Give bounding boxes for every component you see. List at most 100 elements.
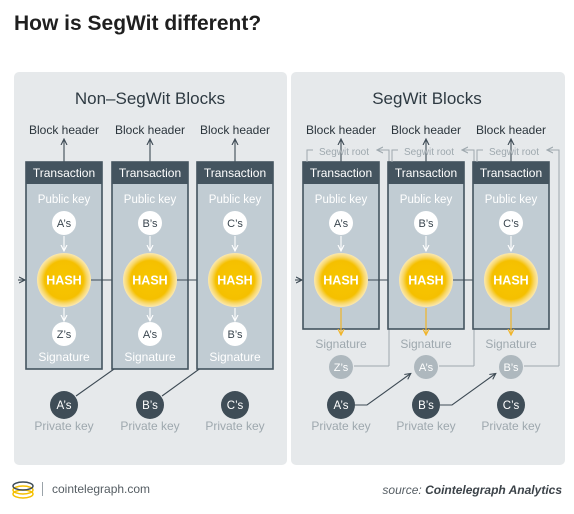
public-key-badge-label: B’s bbox=[418, 218, 434, 230]
public-key-badge bbox=[52, 211, 76, 235]
signature-label: Signature bbox=[209, 350, 261, 364]
private-key-badge bbox=[221, 391, 249, 419]
transaction-column: Block header Transaction Public key B’s HASH… bbox=[387, 123, 495, 433]
signature-badge-label: A’s bbox=[419, 362, 434, 374]
source-name: Cointelegraph Analytics bbox=[425, 483, 562, 497]
panel-heading: SegWit Blocks bbox=[372, 89, 482, 108]
public-key-label: Public key bbox=[315, 194, 368, 206]
page-title: How is SegWit different? bbox=[14, 12, 262, 35]
hash-label: HASH bbox=[493, 274, 528, 288]
segwit-root-connector bbox=[306, 149, 313, 162]
signature-badge-label: B’s bbox=[227, 329, 243, 341]
signing-arrow bbox=[355, 374, 410, 406]
footer-divider bbox=[42, 482, 43, 496]
hash-circle bbox=[314, 253, 368, 307]
block-header-label: Block header bbox=[306, 123, 376, 137]
public-key-badge-label: C’s bbox=[503, 218, 519, 230]
cointelegraph-logo bbox=[11, 479, 35, 506]
transaction-column: Block header Transaction Public key C’s HASH… bbox=[472, 123, 560, 433]
transaction-header-bar bbox=[473, 162, 549, 184]
private-key-label: Private key bbox=[311, 419, 370, 433]
signature-badge bbox=[329, 355, 353, 379]
segwit-root-label: Segwit root bbox=[404, 147, 454, 158]
hash-circle bbox=[123, 253, 177, 307]
signature-badge bbox=[499, 355, 523, 379]
signature-badge bbox=[223, 322, 247, 346]
private-key-badge bbox=[136, 391, 164, 419]
block-header-label: Block header bbox=[115, 123, 185, 137]
transaction-label: Transaction bbox=[310, 166, 372, 180]
private-key-badge-label: C’s bbox=[227, 400, 244, 412]
transaction-header-bar bbox=[112, 162, 188, 184]
panel-non-segwit: Non–SegWit Blocks Block header Transaction… bbox=[14, 72, 287, 465]
transaction-header-bar bbox=[197, 162, 273, 184]
private-key-label: Private key bbox=[481, 419, 540, 433]
signature-label: Signature bbox=[38, 350, 90, 364]
public-key-badge-label: A’s bbox=[334, 218, 349, 230]
private-key-badge-label: B’s bbox=[142, 400, 158, 412]
private-key-badge bbox=[50, 391, 78, 419]
signing-arrow bbox=[440, 374, 495, 406]
block-header-label: Block header bbox=[476, 123, 546, 137]
transaction-column: Block header Transaction Public key A’s HASH… bbox=[302, 123, 410, 433]
public-key-badge bbox=[329, 211, 353, 235]
private-key-badge bbox=[412, 391, 440, 419]
panel-segwit: SegWit Blocks Block header Transaction Publ… bbox=[291, 72, 565, 465]
public-key-label: Public key bbox=[400, 194, 453, 206]
private-key-badge bbox=[497, 391, 525, 419]
signature-badge bbox=[138, 322, 162, 346]
footer-site-link[interactable]: cointelegraph.com bbox=[52, 482, 151, 496]
public-key-label: Public key bbox=[209, 194, 262, 206]
block-header-label: Block header bbox=[391, 123, 461, 137]
signature-badge bbox=[414, 355, 438, 379]
source-prefix: source: bbox=[382, 483, 426, 497]
private-key-badge bbox=[327, 391, 355, 419]
signature-badge-label: B’s bbox=[503, 362, 519, 374]
transaction-column: Block header Transaction Public key C’s HASH… bbox=[196, 123, 274, 433]
private-key-badge-label: A’s bbox=[57, 400, 72, 412]
signature-label: Signature bbox=[485, 337, 537, 351]
signature-badge bbox=[52, 322, 76, 346]
signature-badge-label: A’s bbox=[143, 329, 158, 341]
public-key-label: Public key bbox=[124, 194, 177, 206]
public-key-badge bbox=[499, 211, 523, 235]
segwit-root-connector bbox=[391, 149, 398, 162]
transaction-label: Transaction bbox=[204, 166, 266, 180]
hash-label: HASH bbox=[132, 274, 167, 288]
private-key-badge-label: B’s bbox=[418, 400, 434, 412]
segwit-root-connector bbox=[476, 149, 483, 162]
transaction-header-bar bbox=[26, 162, 102, 184]
public-key-badge-label: A’s bbox=[57, 218, 72, 230]
public-key-badge bbox=[223, 211, 247, 235]
signature-badge-label: Z’s bbox=[57, 329, 72, 341]
public-key-badge-label: B’s bbox=[142, 218, 158, 230]
public-key-badge bbox=[138, 211, 162, 235]
hash-circle bbox=[37, 253, 91, 307]
transaction-header-bar bbox=[303, 162, 379, 184]
private-key-label: Private key bbox=[396, 419, 455, 433]
segwit-root-arrow bbox=[548, 150, 560, 366]
transaction-label: Transaction bbox=[119, 166, 181, 180]
signature-label: Signature bbox=[315, 337, 367, 351]
signature-label: Signature bbox=[400, 337, 452, 351]
private-key-badge-label: C’s bbox=[503, 400, 520, 412]
hash-circle bbox=[484, 253, 538, 307]
source-credit: source: Cointelegraph Analytics bbox=[382, 483, 562, 497]
public-key-label: Public key bbox=[485, 194, 538, 206]
public-key-badge-label: C’s bbox=[227, 218, 243, 230]
private-key-label: Private key bbox=[120, 419, 179, 433]
transaction-header-bar bbox=[388, 162, 464, 184]
hash-label: HASH bbox=[323, 274, 358, 288]
block-header-label: Block header bbox=[29, 123, 99, 137]
signature-badge-label: Z’s bbox=[334, 362, 349, 374]
private-key-label: Private key bbox=[205, 419, 264, 433]
segwit-root-label: Segwit root bbox=[319, 147, 369, 158]
hash-circle bbox=[399, 253, 453, 307]
public-key-badge bbox=[414, 211, 438, 235]
private-key-label: Private key bbox=[34, 419, 93, 433]
hash-label: HASH bbox=[217, 274, 252, 288]
public-key-label: Public key bbox=[38, 194, 91, 206]
hash-circle bbox=[208, 253, 262, 307]
transaction-column: Block header Transaction Public key A’s HASH… bbox=[25, 123, 124, 433]
